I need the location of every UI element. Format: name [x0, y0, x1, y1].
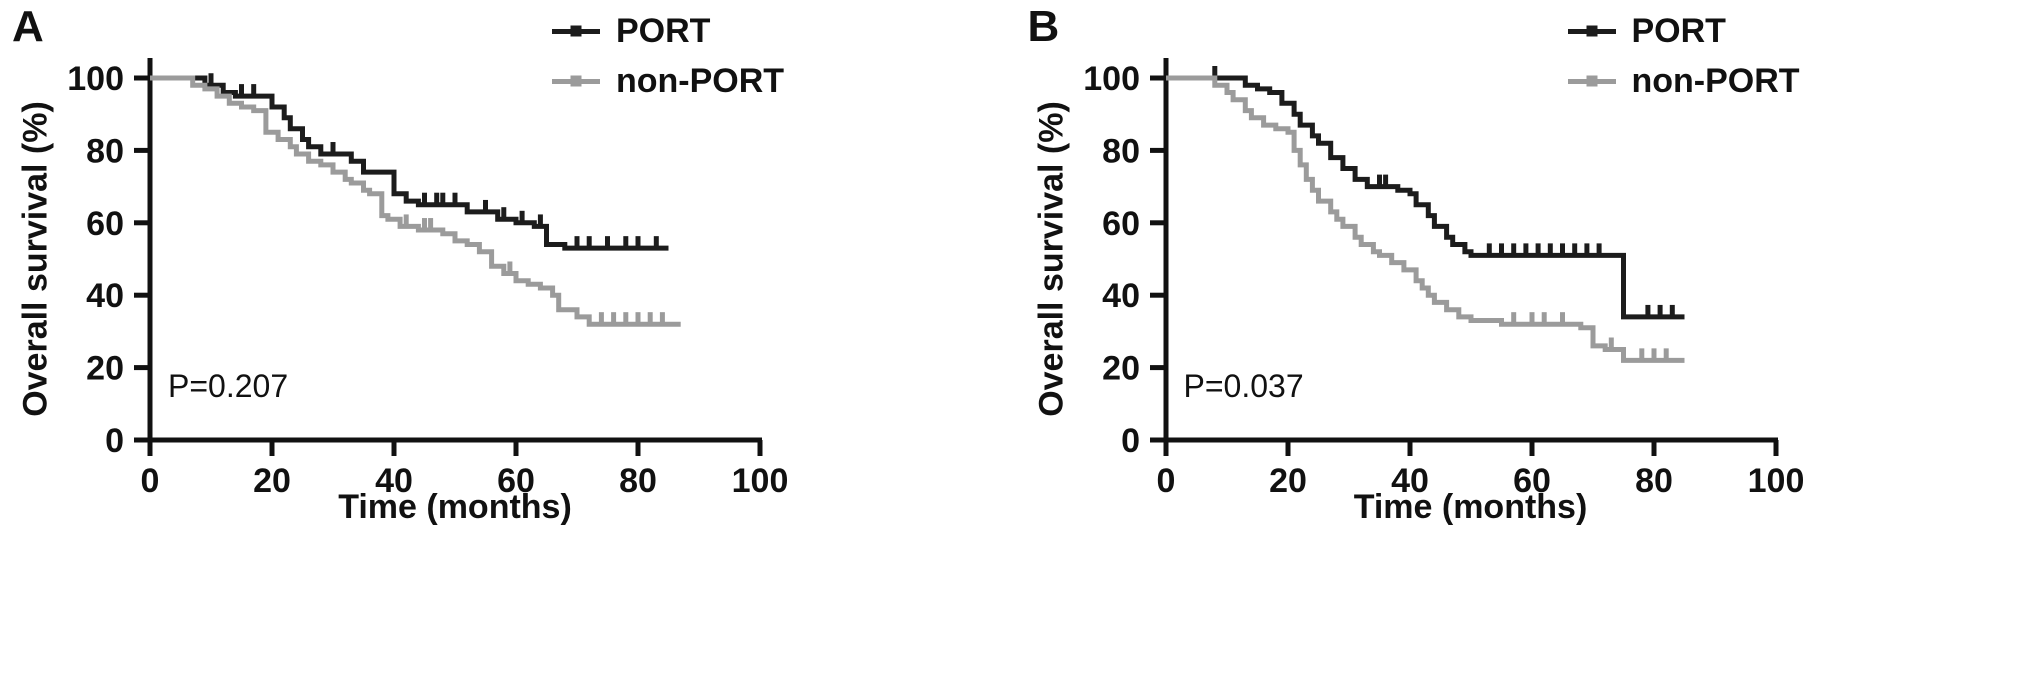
svg-text:60: 60 — [86, 205, 124, 243]
svg-text:80: 80 — [1102, 132, 1140, 170]
svg-text:20: 20 — [1269, 462, 1307, 500]
y-axis-title: Overall survival (%) — [1032, 101, 1070, 417]
legend-label-port: PORT — [616, 11, 711, 50]
port-line-swatch-icon — [552, 25, 600, 37]
svg-text:100: 100 — [1747, 462, 1804, 500]
panel-a: 0 20 40 60 80 100 0 20 40 60 80 100 A PORT non-PORT… — [12, 2, 789, 526]
svg-text:40: 40 — [375, 462, 413, 500]
legend-entry-nonport: non-PORT — [552, 62, 784, 100]
svg-text:0: 0 — [141, 462, 160, 500]
panel-label-b: B — [1027, 2, 1061, 51]
legend-entry-port: PORT — [1567, 11, 1800, 50]
survival-plot-a: 0 20 40 60 80 100 0 20 40 60 80 100 — [67, 58, 789, 500]
svg-text:20: 20 — [253, 462, 291, 500]
legend-a: PORT non-PORT — [552, 12, 784, 100]
svg-text:40: 40 — [86, 277, 124, 315]
svg-text:100: 100 — [67, 60, 124, 98]
p-value-annotation: P=0.037 — [1183, 368, 1304, 404]
svg-text:40: 40 — [1391, 462, 1429, 500]
legend-label-nonport: non-PORT — [1631, 61, 1800, 100]
y-axis-title: Overall survival (%) — [16, 101, 55, 417]
legend-label-nonport: non-PORT — [616, 61, 785, 100]
port-line-swatch-icon — [1567, 25, 1616, 37]
svg-text:20: 20 — [1102, 350, 1140, 388]
legend-marker-icon — [1586, 75, 1597, 87]
legend-marker-icon — [1586, 25, 1597, 37]
panel-b: 0 20 40 60 80 100 0 20 40 60 80 100 B PORT non-PORT… — [1015, 0, 2031, 678]
svg-text:60: 60 — [1513, 462, 1551, 500]
svg-text:0: 0 — [1156, 462, 1175, 500]
nonport-line-swatch-icon — [552, 75, 600, 87]
x-axis-title: Time (months) — [338, 488, 572, 526]
svg-text:100: 100 — [732, 462, 789, 500]
legend-entry-nonport: non-PORT — [1567, 61, 1800, 100]
legend-label-port: PORT — [1631, 11, 1726, 50]
svg-text:0: 0 — [1121, 422, 1140, 460]
svg-text:80: 80 — [619, 462, 657, 500]
svg-text:100: 100 — [1083, 60, 1140, 98]
legend-entry-port: PORT — [552, 12, 784, 50]
svg-text:80: 80 — [86, 132, 124, 170]
svg-text:0: 0 — [105, 422, 124, 460]
svg-text:60: 60 — [1102, 205, 1140, 243]
panel-label-a: A — [12, 2, 45, 51]
nonport-line-swatch-icon — [1567, 75, 1616, 87]
legend-marker-icon — [570, 25, 582, 37]
legend-b: PORT non-PORT — [1567, 11, 1800, 100]
svg-text:80: 80 — [1635, 462, 1673, 500]
svg-text:40: 40 — [1102, 277, 1140, 315]
svg-text:60: 60 — [497, 462, 535, 500]
legend-marker-icon — [570, 75, 582, 87]
x-axis-title: Time (months) — [1353, 488, 1588, 526]
svg-text:20: 20 — [86, 350, 124, 388]
p-value-annotation: P=0.207 — [168, 368, 289, 404]
survival-plot-b: 0 20 40 60 80 100 0 20 40 60 80 100 — [1083, 58, 1804, 500]
